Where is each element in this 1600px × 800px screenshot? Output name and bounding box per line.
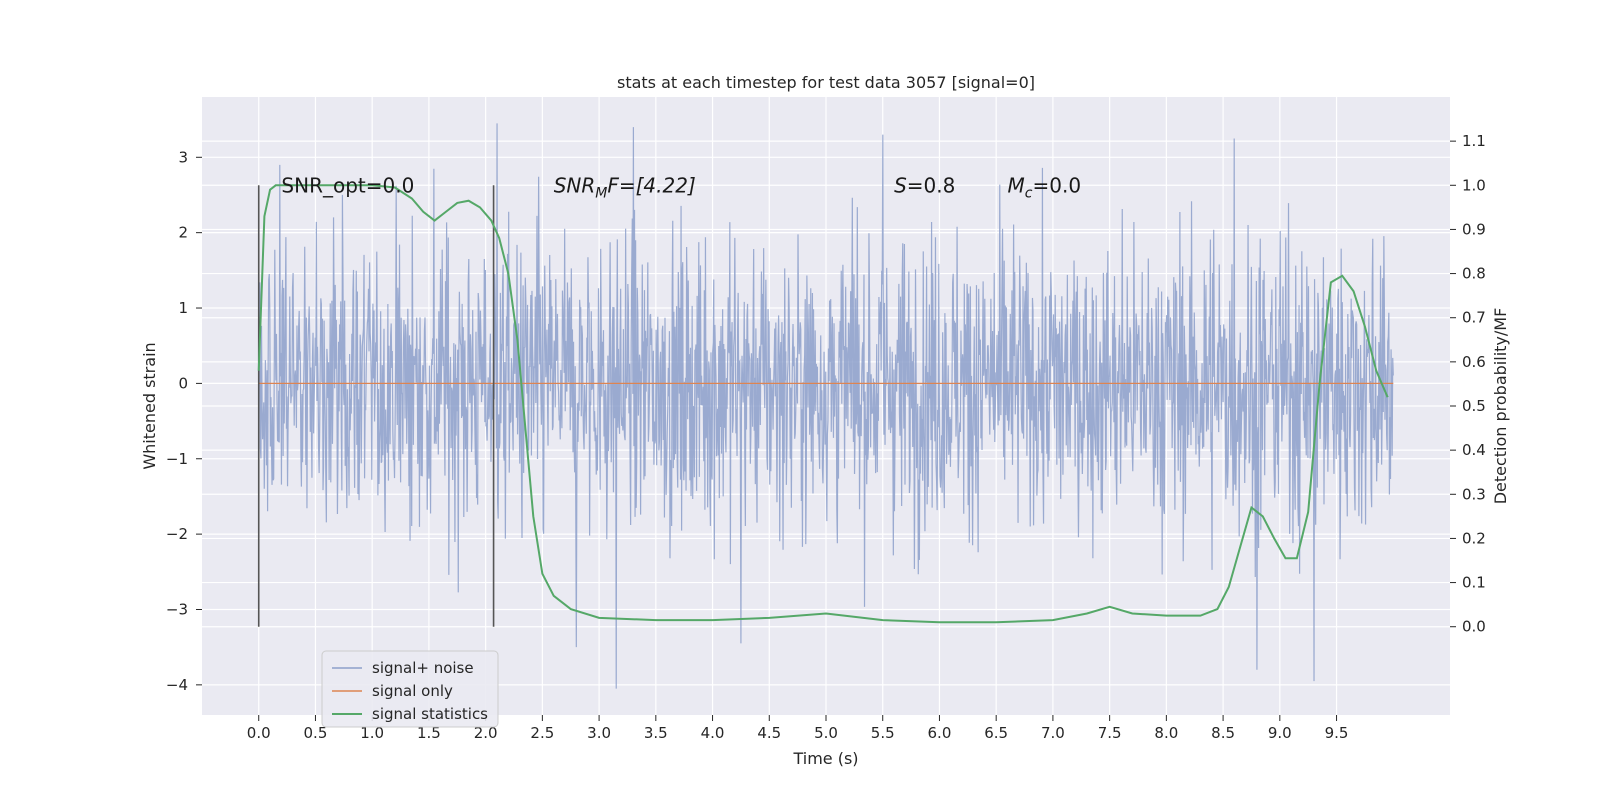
y2-tick-label: 0.4 bbox=[1462, 441, 1486, 459]
x-tick-label: 4.5 bbox=[757, 724, 781, 742]
y2-axis-ticks: 1.1 1.0 0.9 0.8 0.7 0.6 0.5 0.4 0.3 0.2 0.1 0.0 bbox=[1450, 132, 1486, 636]
y-tick-label: 1 bbox=[178, 299, 188, 317]
x-tick-label: 1.5 bbox=[417, 724, 441, 742]
y-tick-label: 3 bbox=[178, 148, 188, 166]
y2-tick-label: 0.2 bbox=[1462, 529, 1486, 547]
x-tick-label: 1.0 bbox=[360, 724, 384, 742]
annotation-main: S bbox=[894, 173, 907, 197]
x-tick-label: 8.5 bbox=[1211, 724, 1235, 742]
y2-tick-label: 1.0 bbox=[1462, 176, 1486, 194]
y-axis-label: Whitened strain bbox=[140, 342, 159, 469]
y2-tick-label: 0.5 bbox=[1462, 397, 1486, 415]
y2-axis-label: Detection probability/MF bbox=[1491, 308, 1510, 505]
y2-tick-label: 0.8 bbox=[1462, 265, 1486, 283]
y-tick-label: −4 bbox=[166, 676, 188, 694]
y2-tick-label: 0.6 bbox=[1462, 353, 1486, 371]
legend-box bbox=[321, 650, 499, 728]
y2-tick-label: 0.1 bbox=[1462, 574, 1486, 592]
x-tick-label: 9.0 bbox=[1268, 724, 1292, 742]
x-tick-label: 9.5 bbox=[1325, 724, 1349, 742]
legend-label: signal statistics bbox=[372, 705, 488, 723]
signal-statistics-series bbox=[257, 184, 1389, 624]
x-tick-label: 6.5 bbox=[984, 724, 1008, 742]
annotation-3: S=0.8 bbox=[894, 173, 955, 197]
y2-tick-label: 0.3 bbox=[1462, 485, 1486, 503]
annotation-1: SNR_opt=0.0 bbox=[281, 173, 414, 197]
annotation-main: SNR_opt=0.0 bbox=[281, 173, 414, 197]
x-tick-label: 7.5 bbox=[1098, 724, 1122, 742]
y-axis-ticks: 3 2 1 0 −1 −2 −3 −4 bbox=[166, 148, 202, 694]
x-tick-label: 5.5 bbox=[871, 724, 895, 742]
signal-noise-series bbox=[258, 123, 1394, 689]
x-tick-label: 0.5 bbox=[304, 724, 328, 742]
signal-statistics-line bbox=[257, 184, 1389, 624]
y-tick-label: 2 bbox=[178, 224, 188, 242]
annotation-2: SNRMF=[4.22] bbox=[554, 173, 696, 201]
x-tick-label: 0.0 bbox=[247, 724, 271, 742]
x-tick-label: 7.0 bbox=[1041, 724, 1065, 742]
signal-noise-line bbox=[258, 123, 1394, 689]
vertical-markers bbox=[257, 185, 495, 627]
annotations: SNR_opt=0.0 SNRMF=[4.22] S=0.8 Mc=0.0 bbox=[281, 173, 1081, 201]
legend-label: signal+ noise bbox=[372, 659, 474, 677]
annotation-main: SNR bbox=[554, 173, 596, 197]
legend: signal+ noise signal only signal statistic… bbox=[321, 650, 499, 728]
annotation-value: =0.8 bbox=[907, 173, 956, 197]
x-tick-label: 4.0 bbox=[701, 724, 725, 742]
x-axis-ticks: 0.0 0.5 1.0 1.5 2.0 2.5 3.0 3.5 4.0 4.5 5.0 5.5 6.0 6… bbox=[247, 715, 1349, 742]
legend-label: signal only bbox=[372, 682, 453, 700]
x-tick-label: 6.0 bbox=[928, 724, 952, 742]
y2-tick-label: 0.9 bbox=[1462, 220, 1486, 238]
annotation-value: =0.0 bbox=[1032, 173, 1081, 197]
annotation-main: M bbox=[1008, 173, 1025, 197]
x-tick-label: 8.0 bbox=[1154, 724, 1178, 742]
y2-tick-label: 0.0 bbox=[1462, 618, 1486, 636]
annotation-4: Mc=0.0 bbox=[1008, 173, 1082, 201]
x-tick-label: 3.5 bbox=[644, 724, 668, 742]
annotation-subscript: M bbox=[595, 185, 607, 201]
x-tick-label: 2.5 bbox=[530, 724, 554, 742]
y-tick-label: −2 bbox=[166, 525, 188, 543]
x-tick-label: 5.0 bbox=[814, 724, 838, 742]
annotation-value: F=[4.22] bbox=[607, 173, 695, 197]
y-tick-label: 0 bbox=[178, 374, 188, 392]
y-tick-label: −3 bbox=[166, 600, 188, 618]
y2-tick-label: 1.1 bbox=[1462, 132, 1486, 150]
x-tick-label: 2.0 bbox=[474, 724, 498, 742]
chart-title: stats at each timestep for test data 305… bbox=[617, 73, 1035, 92]
x-axis-label: Time (s) bbox=[792, 749, 858, 768]
y-tick-label: −1 bbox=[166, 450, 188, 468]
y2-tick-label: 0.7 bbox=[1462, 309, 1486, 327]
x-tick-label: 3.0 bbox=[587, 724, 611, 742]
annotation-subscript: c bbox=[1025, 185, 1033, 201]
